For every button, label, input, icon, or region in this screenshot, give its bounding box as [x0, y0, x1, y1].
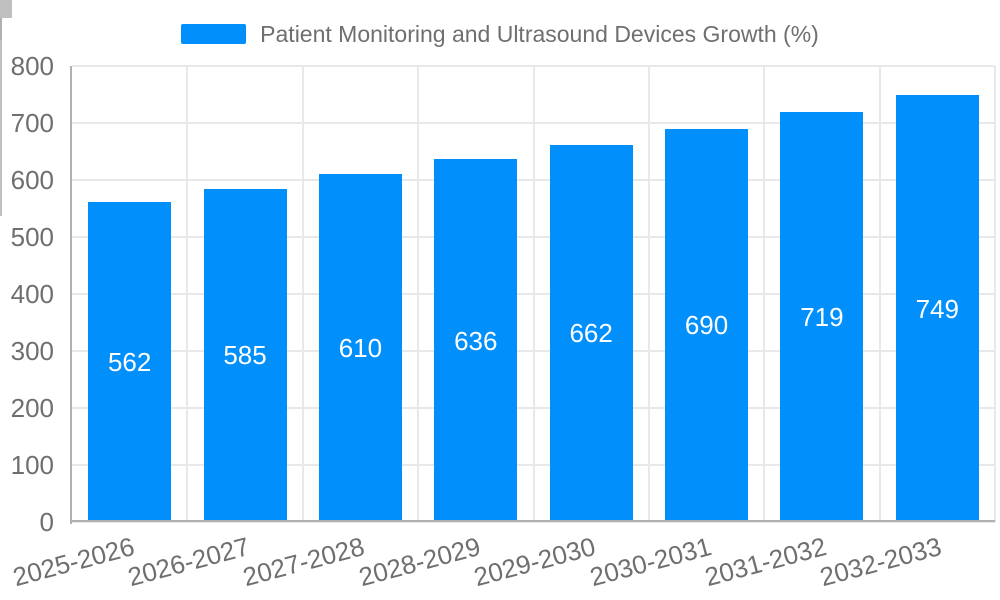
- y-axis-tick: [0, 16, 12, 18]
- x-axis-tick: [0, 150, 2, 172]
- gridline-vertical: [763, 66, 766, 522]
- x-axis-tick: [0, 106, 2, 128]
- y-axis-line: [70, 66, 72, 524]
- y-axis-tick: [0, 4, 12, 6]
- y-axis-tick: [0, 8, 12, 10]
- gridline-vertical: [186, 66, 189, 522]
- bar[interactable]: [895, 95, 979, 520]
- y-axis-label: 400: [10, 279, 54, 309]
- gridline-vertical: [532, 66, 535, 522]
- y-axis-label: 800: [10, 51, 54, 81]
- x-axis-tick: [0, 194, 2, 216]
- bar[interactable]: [549, 144, 633, 520]
- x-axis-tick: [0, 62, 2, 84]
- y-axis-tick: [0, 14, 12, 16]
- x-axis-tick: [0, 18, 2, 40]
- bar[interactable]: [434, 159, 518, 520]
- y-axis-label: 300: [10, 336, 54, 366]
- y-axis-label: 700: [10, 108, 54, 138]
- y-axis-tick: [0, 12, 12, 14]
- y-axis-tick: [0, 0, 12, 2]
- bar[interactable]: [665, 128, 749, 520]
- legend-marker-icon: [181, 24, 247, 44]
- x-axis-tick: [0, 40, 2, 62]
- chart-legend[interactable]: Patient Monitoring and Ultrasound Device…: [0, 20, 1000, 47]
- gridline-vertical: [994, 66, 996, 522]
- x-axis-line: [72, 520, 995, 522]
- y-axis-tick: [0, 10, 12, 12]
- y-axis-tick: [0, 6, 12, 8]
- gridline-vertical: [301, 66, 304, 522]
- y-axis-tick: [0, 2, 12, 4]
- gridline-horizontal: [72, 521, 995, 523]
- x-axis-tick: [0, 172, 2, 194]
- y-axis-label: 600: [10, 165, 54, 195]
- bar[interactable]: [780, 112, 864, 520]
- bar[interactable]: [318, 174, 402, 520]
- x-axis-tick: [0, 84, 2, 106]
- bar[interactable]: [203, 188, 287, 520]
- gridline-vertical: [647, 66, 650, 522]
- gridline-vertical: [417, 66, 420, 522]
- x-axis-tick: [0, 128, 2, 150]
- legend-label: Patient Monitoring and Ultrasound Device…: [260, 20, 819, 47]
- bar[interactable]: [88, 201, 172, 520]
- gridline-vertical: [878, 66, 881, 522]
- y-axis-label: 100: [10, 450, 54, 480]
- y-axis-label: 500: [10, 222, 54, 252]
- y-axis-label: 0: [39, 507, 54, 537]
- y-axis-label: 200: [10, 393, 54, 423]
